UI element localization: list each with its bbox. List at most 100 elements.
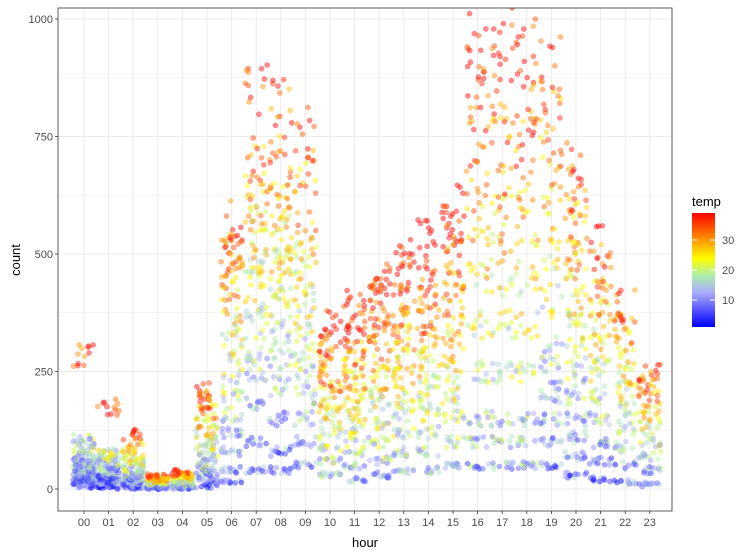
data-point xyxy=(370,305,376,311)
data-point xyxy=(127,457,134,464)
data-point xyxy=(489,289,495,295)
data-point xyxy=(603,299,609,305)
data-point xyxy=(334,444,341,450)
data-point xyxy=(476,215,482,222)
data-point xyxy=(499,258,506,264)
data-point xyxy=(448,213,454,220)
data-point xyxy=(115,460,121,467)
data-point xyxy=(398,322,405,328)
data-point xyxy=(482,192,489,199)
data-point xyxy=(439,400,446,407)
data-point xyxy=(474,158,481,165)
data-point xyxy=(88,461,95,467)
data-point xyxy=(421,391,428,398)
data-point xyxy=(111,474,118,481)
data-point xyxy=(135,469,142,476)
data-point xyxy=(284,195,291,202)
data-point xyxy=(404,429,411,435)
data-point xyxy=(231,292,238,299)
data-point xyxy=(260,143,267,150)
data-point xyxy=(503,214,509,221)
data-point xyxy=(294,172,300,179)
data-point xyxy=(305,104,311,111)
data-point xyxy=(608,264,614,271)
data-point xyxy=(337,318,344,325)
data-point xyxy=(91,455,98,462)
data-point xyxy=(448,336,454,343)
data-point xyxy=(103,466,110,473)
data-point xyxy=(652,403,658,410)
data-point xyxy=(495,325,502,332)
data-point xyxy=(131,479,137,485)
data-point xyxy=(285,376,292,382)
data-point xyxy=(572,250,579,257)
data-point xyxy=(429,468,435,474)
data-point xyxy=(577,211,583,217)
data-point xyxy=(500,195,507,202)
data-point xyxy=(84,479,90,486)
data-point xyxy=(597,441,603,448)
data-point xyxy=(257,351,263,357)
data-point xyxy=(71,450,78,456)
data-point xyxy=(297,333,304,339)
data-point xyxy=(292,297,298,303)
data-point xyxy=(521,422,528,429)
data-point xyxy=(518,322,524,329)
data-point xyxy=(75,360,81,367)
data-point xyxy=(284,303,290,310)
data-point xyxy=(367,284,373,290)
data-point xyxy=(326,331,333,338)
data-point xyxy=(80,449,87,456)
data-point xyxy=(576,261,583,268)
data-point xyxy=(514,223,521,230)
data-point xyxy=(225,329,232,336)
data-point xyxy=(78,463,84,470)
data-point xyxy=(394,400,400,407)
data-point xyxy=(587,334,594,341)
data-point xyxy=(590,326,597,333)
data-point xyxy=(272,122,279,129)
data-point xyxy=(145,474,152,481)
data-point xyxy=(575,298,582,305)
data-point xyxy=(258,154,265,161)
data-point xyxy=(109,475,115,481)
data-point xyxy=(112,467,119,474)
data-point xyxy=(85,471,92,478)
data-point xyxy=(588,299,595,305)
data-point xyxy=(581,428,588,435)
data-point xyxy=(553,464,559,471)
data-point xyxy=(430,358,437,364)
data-point xyxy=(541,416,548,423)
data-point xyxy=(79,477,86,484)
data-point xyxy=(571,439,577,446)
data-point xyxy=(489,139,495,146)
data-point xyxy=(318,341,325,347)
data-point xyxy=(75,480,81,487)
data-point xyxy=(318,418,325,424)
data-point xyxy=(80,460,87,467)
data-point xyxy=(508,374,515,380)
data-point xyxy=(577,152,584,159)
data-point xyxy=(102,474,108,481)
data-point xyxy=(246,467,253,473)
data-point xyxy=(89,465,96,472)
data-point xyxy=(122,471,128,477)
data-point xyxy=(90,461,97,467)
data-point xyxy=(485,124,491,130)
data-point xyxy=(582,422,589,429)
data-point xyxy=(583,204,590,211)
data-point xyxy=(105,465,112,472)
data-point xyxy=(115,469,122,476)
data-point xyxy=(551,259,557,266)
data-point xyxy=(225,427,231,434)
data-point xyxy=(136,481,143,487)
y-tick-label: 1000 xyxy=(29,14,53,26)
data-point xyxy=(76,464,83,470)
data-point xyxy=(359,394,366,401)
data-point xyxy=(323,327,329,333)
data-point xyxy=(556,86,563,92)
data-point xyxy=(623,386,630,392)
data-point xyxy=(444,281,450,288)
data-point xyxy=(484,266,491,272)
data-point xyxy=(107,466,113,473)
